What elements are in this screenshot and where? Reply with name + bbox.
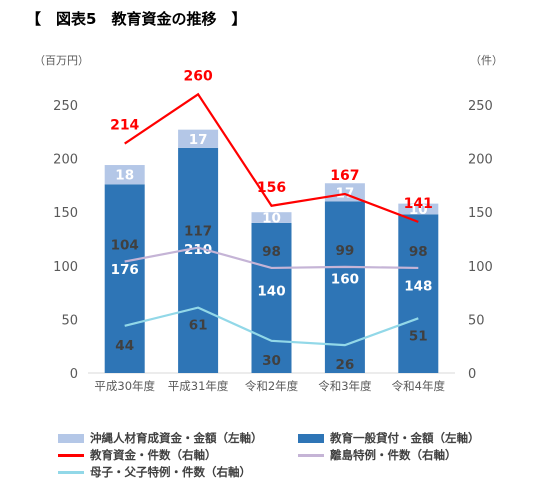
bar-okinawa <box>178 129 219 148</box>
category-label: 令和3年度 <box>318 379 372 393</box>
data-label-remote-island: 98 <box>262 244 281 260</box>
data-label-general-loan: 210 <box>184 242 212 258</box>
data-label-okinawa: 17 <box>189 132 208 148</box>
data-label-remote-island: 117 <box>184 224 212 240</box>
legend-swatch-education-count <box>58 453 84 457</box>
bar-okinawa <box>251 212 292 223</box>
category-label: 平成31年度 <box>168 379 229 393</box>
line-education-count <box>124 92 419 223</box>
data-label-single-parent: 26 <box>336 357 355 373</box>
data-label-general-loan: 176 <box>111 262 139 278</box>
data-label-general-loan: 148 <box>404 279 432 295</box>
bar-general-loan <box>178 147 219 373</box>
left-tick-label: 0 <box>70 367 78 382</box>
right-tick-label: 50 <box>468 313 485 328</box>
bar-general-loan <box>251 222 292 373</box>
data-label-remote-island: 104 <box>111 238 139 254</box>
left-tick-label: 50 <box>61 313 78 328</box>
right-tick-label: 150 <box>468 206 493 221</box>
left-tick-label: 250 <box>53 99 78 114</box>
legend-swatch-okinawa <box>58 433 84 443</box>
legend-label-single-parent: 母子・父子特例・件数（右軸） <box>90 465 251 479</box>
legend-item-general-loan: 教育一般貸付・金額（左軸） <box>298 430 480 446</box>
data-label-education-count: 141 <box>404 196 433 212</box>
category-label: 令和2年度 <box>245 379 299 393</box>
chart-title: 【 図表5 教育資金の推移 】 <box>26 10 247 28</box>
legend-item-single-parent: 母子・父子特例・件数（右軸） <box>58 464 251 480</box>
data-label-education-count: 260 <box>183 68 212 84</box>
data-label-remote-island: 99 <box>336 243 355 259</box>
legend-item-education-count: 教育資金・件数（右軸） <box>58 447 217 463</box>
line-remote-island <box>124 246 419 270</box>
data-label-okinawa: 18 <box>115 168 134 184</box>
right-tick-label: 250 <box>468 99 493 114</box>
left-tick-label: 200 <box>53 153 78 168</box>
legend-swatch-single-parent <box>58 470 84 474</box>
legend-swatch-general-loan <box>298 433 324 443</box>
line-single-parent <box>124 306 419 347</box>
data-label-okinawa: 10 <box>262 211 281 227</box>
data-label-education-count: 214 <box>110 118 139 134</box>
right-tick-label: 200 <box>468 153 493 168</box>
data-label-single-parent: 44 <box>115 338 134 354</box>
category-label: 令和4年度 <box>392 379 446 393</box>
right-tick-label: 100 <box>468 260 493 275</box>
left-tick-label: 100 <box>53 260 78 275</box>
data-label-remote-island: 98 <box>409 244 428 260</box>
legend-item-okinawa: 沖縄人材育成資金・金額（左軸） <box>58 430 263 446</box>
data-label-single-parent: 51 <box>409 328 428 344</box>
data-label-okinawa: 10 <box>409 202 428 218</box>
bar-general-loan <box>398 214 439 373</box>
chart-plot: （百万円） （件） 0 50 100 150 200 250 0 50 100 150 200 250 18… <box>34 54 503 393</box>
data-label-single-parent: 30 <box>262 353 281 369</box>
bar-general-loan <box>104 184 145 373</box>
legend-item-remote-island: 離島特例・件数（右軸） <box>298 447 457 463</box>
data-label-single-parent: 61 <box>189 318 208 334</box>
right-axis-unit: （件） <box>470 54 503 67</box>
data-label-education-count: 156 <box>257 180 286 196</box>
legend-label-education-count: 教育資金・件数（右軸） <box>90 448 217 462</box>
bar-okinawa <box>398 203 439 215</box>
legend-label-remote-island: 離島特例・件数（右軸） <box>330 448 457 462</box>
legend-label-okinawa: 沖縄人材育成資金・金額（左軸） <box>90 431 263 445</box>
left-axis-unit: （百万円） <box>34 54 89 67</box>
left-tick-label: 150 <box>53 206 78 221</box>
right-tick-label: 0 <box>468 367 476 382</box>
category-label: 平成30年度 <box>94 379 155 393</box>
data-label-general-loan: 140 <box>257 283 285 299</box>
bar-okinawa <box>104 165 145 185</box>
legend-swatch-remote-island <box>298 453 324 457</box>
data-label-general-loan: 160 <box>331 272 359 288</box>
data-label-education-count: 167 <box>330 168 359 184</box>
legend-label-general-loan: 教育一般貸付・金額（左軸） <box>330 431 480 445</box>
